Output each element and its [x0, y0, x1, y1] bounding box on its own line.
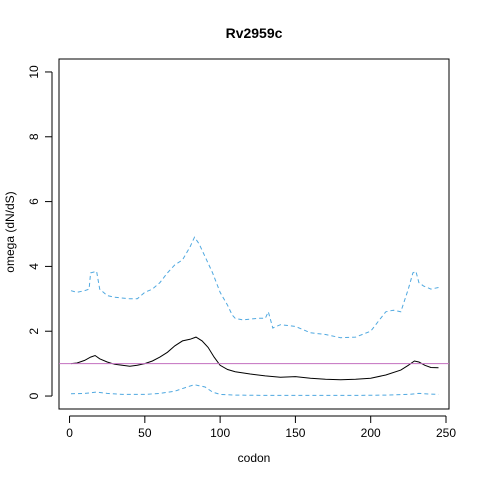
- y-axis-label: omega (dN/dS): [3, 191, 17, 272]
- x-tick-label: 100: [210, 426, 230, 440]
- y-tick-label: 10: [27, 65, 41, 79]
- x-tick-label: 50: [138, 426, 152, 440]
- plot-frame: [58, 58, 450, 410]
- y-tick-label: 8: [27, 133, 41, 140]
- y-tick-label: 6: [27, 198, 41, 205]
- x-tick-label: 250: [436, 426, 456, 440]
- x-tick-label: 200: [361, 426, 381, 440]
- series-line-lower-bound: [70, 384, 439, 396]
- chart-title: Rv2959c: [226, 25, 283, 41]
- series-line-upper-bound: [70, 236, 439, 339]
- plot-area: 0 50 100 150 200 250 0 2 4 6 8 10: [27, 58, 456, 440]
- x-tick-label: 150: [285, 426, 305, 440]
- y-tick-label: 2: [27, 328, 41, 335]
- y-tick-label: 4: [27, 263, 41, 270]
- x-axis-label: codon: [238, 451, 271, 465]
- y-tick-label: 0: [27, 392, 41, 399]
- series-line-estimate: [70, 336, 439, 381]
- x-tick-label: 0: [66, 426, 73, 440]
